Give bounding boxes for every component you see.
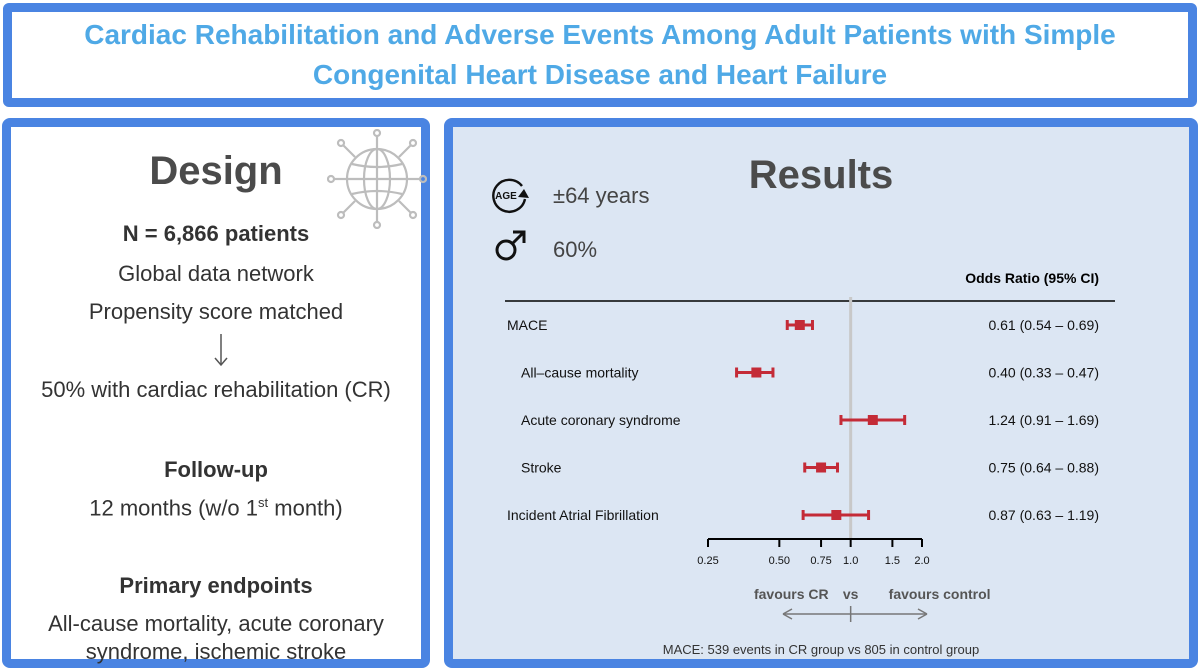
x-tick-label: 2.0 [914, 555, 929, 567]
arrow-down-icon [214, 334, 228, 367]
x-tick-label: 0.75 [810, 555, 831, 567]
row-label: MACE [507, 317, 547, 333]
favours-cr-label: favours CR [754, 586, 829, 602]
row-or-value: 0.61 (0.54 – 0.69) [988, 317, 1099, 333]
cr-share: 50% with cardiac rehabilitation (CR) [41, 377, 391, 402]
patient-count: N = 6,866 patients [122, 221, 310, 246]
row-label: Incident Atrial Fibrillation [507, 507, 659, 523]
row-or-value: 0.40 (0.33 – 0.47) [988, 365, 1099, 381]
forest-plot: Odds Ratio (95% CI) MACE 0.61 (0.54 – 0.69… [505, 270, 1115, 622]
point-estimate [816, 462, 827, 473]
row-or-value: 1.24 (0.91 – 1.69) [988, 412, 1099, 428]
or-column-header: Odds Ratio (95% CI) [965, 270, 1099, 286]
age-icon: AGE [492, 178, 529, 213]
design-panel: Design N = 6,866 patients Global data ne… [2, 118, 430, 668]
x-tick-label: 0.50 [769, 555, 790, 567]
right-arrow-icon [917, 608, 928, 620]
age-stat: ±64 years [553, 183, 650, 208]
globe-network-icon [327, 129, 427, 229]
followup-heading: Follow-up [164, 457, 268, 482]
point-estimate [794, 320, 805, 330]
endpoints-line-2: syndrome, ischemic stroke [85, 639, 347, 664]
design-heading: Design [149, 149, 283, 193]
male-stat: 60% [553, 237, 598, 262]
endpoints-line-1: All-cause mortality, acute coronary [48, 611, 384, 636]
row-label: Stroke [521, 460, 562, 476]
left-arrow-icon [782, 608, 793, 620]
row-label: All–cause mortality [521, 365, 639, 381]
results-panel: Results AGE ±64 years 60% Odds Ratio (95… [444, 118, 1198, 668]
propensity-matching: Propensity score matched [88, 299, 344, 324]
title-banner: Cardiac Rehabilitation and Adverse Event… [3, 3, 1197, 107]
results-heading: Results [748, 153, 894, 197]
chart-footnote: MACE: 539 events in CR group vs 805 in c… [662, 642, 980, 657]
row-or-value: 0.75 (0.64 – 0.88) [988, 460, 1099, 476]
point-estimate [867, 415, 878, 425]
title-line-2: Congenital Heart Disease and Heart Failu… [312, 59, 888, 90]
age-icon-label: AGE [495, 191, 517, 202]
row-or-value: 0.87 (0.63 – 1.19) [988, 507, 1099, 523]
followup-duration: 12 months (w/o 1st month) [89, 495, 343, 521]
data-network: Global data network [118, 261, 314, 286]
title-line-1: Cardiac Rehabilitation and Adverse Event… [84, 19, 1116, 50]
x-tick-label: 0.25 [697, 555, 718, 567]
favours-control-label: favours control [889, 586, 991, 602]
x-tick-label: 1.0 [843, 555, 858, 567]
row-label: Acute coronary syndrome [521, 412, 681, 428]
vs-label: vs [843, 586, 859, 602]
endpoints-heading: Primary endpoints [119, 573, 313, 598]
male-symbol-icon [495, 230, 526, 261]
x-tick-label: 1.5 [885, 555, 900, 567]
point-estimate [751, 367, 762, 378]
point-estimate [831, 510, 842, 520]
